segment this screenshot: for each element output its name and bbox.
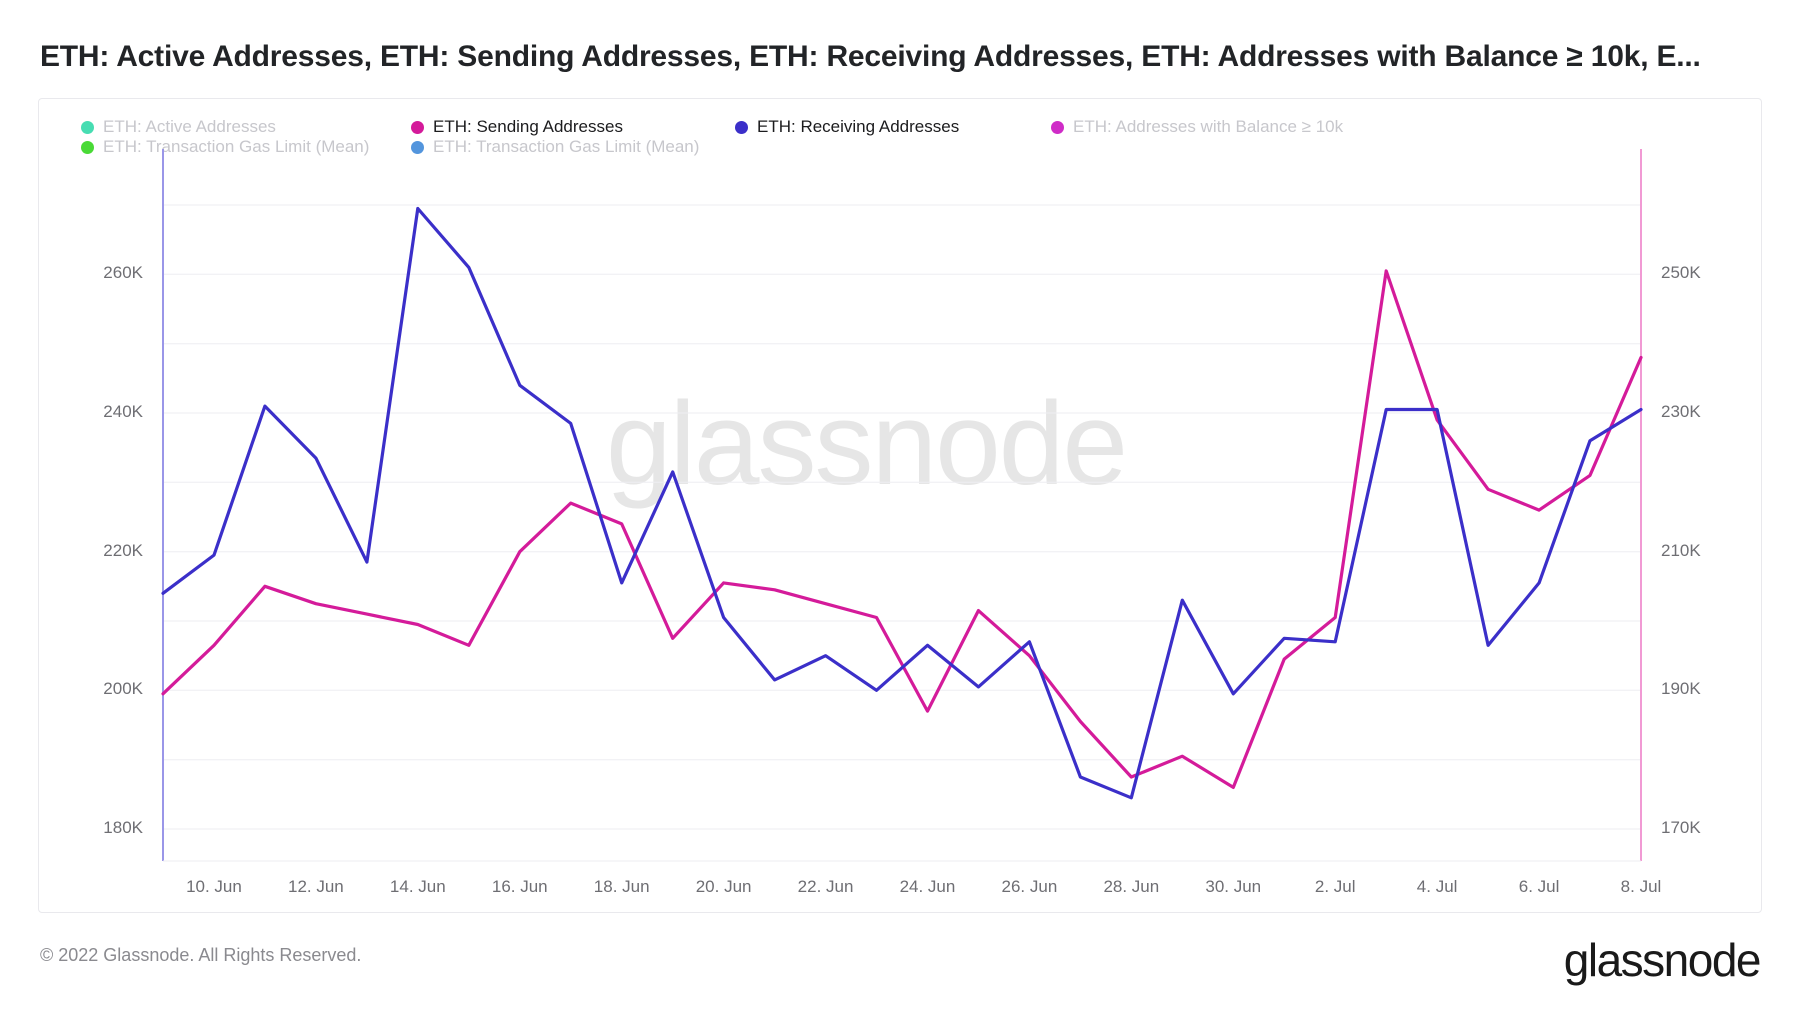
legend-swatch-icon [81,140,94,154]
y-axis-right-tick: 210K [1661,540,1701,560]
x-axis-tick: 16. Jun [491,877,548,896]
x-axis-tick: 26. Jun [1001,877,1058,896]
y-axis-right-tick: 250K [1661,263,1701,283]
legend-swatch-icon [735,120,748,134]
x-axis-tick: 14. Jun [389,877,446,896]
legend-item-label: ETH: Transaction Gas Limit (Mean) [103,137,370,156]
legend-item-0[interactable]: ETH: Active Addresses [81,117,276,137]
x-axis-tick: 8. Jul [1620,877,1662,896]
series-line-0 [161,269,1643,790]
x-axis-tick: 2. Jul [1314,877,1356,896]
x-axis-tick: 22. Jun [797,877,854,896]
y-axis-left-tick: 200K [103,679,143,699]
y-axis-right-tick: 170K [1661,818,1701,837]
y-axis-left-tick: 240K [103,402,143,421]
y-axis-left-tick: 220K [103,540,143,560]
legend-item-label: ETH: Receiving Addresses [757,117,960,136]
legend-item-label: ETH: Active Addresses [103,117,276,136]
y-axis-right-tick: 230K [1661,402,1701,421]
legend-swatch-icon [81,120,94,134]
legend-item-1[interactable]: ETH: Sending Addresses [411,117,623,137]
legend-item-3[interactable]: ETH: Addresses with Balance ≥ 10k [1051,117,1343,137]
chart-legend: ETH: Active Addresses ETH: Sending Addres… [63,117,1737,171]
copyright-text: © 2022 Glassnode. All Rights Reserved. [40,945,362,965]
legend-item-label: ETH: Transaction Gas Limit (Mean) [433,137,700,156]
x-axis-tick: 20. Jun [695,877,752,896]
y-axis-left-tick: 260K [103,263,143,283]
chart-footer: © 2022 Glassnode. All Rights Reserved. g… [38,933,1762,993]
x-axis-tick: 28. Jun [1103,877,1160,896]
legend-item-4[interactable]: ETH: Transaction Gas Limit (Mean) [81,137,369,157]
x-axis-tick: 4. Jul [1416,877,1458,896]
glassnode-logo: glassnode [1563,934,1762,986]
x-axis-tick: 18. Jun [593,877,650,896]
x-axis-tick: 24. Jun [899,877,956,896]
page-title: ETH: Active Addresses, ETH: Sending Addr… [40,40,1701,73]
x-axis-tick: 30. Jun [1205,877,1262,896]
legend-item-5[interactable]: ETH: Transaction Gas Limit (Mean) [411,137,699,157]
legend-item-label: ETH: Addresses with Balance ≥ 10k [1073,117,1344,136]
chart-svg [161,149,1643,862]
legend-swatch-icon [411,120,424,134]
x-axis-tick: 10. Jun [186,877,242,896]
y-axis-right-tick: 190K [1661,679,1701,699]
legend-swatch-icon [411,140,424,154]
y-axis-left-tick: 180K [103,818,143,837]
x-axis-tick: 12. Jun [288,877,344,896]
legend-item-label: ETH: Sending Addresses [433,117,623,136]
legend-item-2[interactable]: ETH: Receiving Addresses [735,117,959,137]
plot-area: 180K 200K 220K 240K 260K 170K 190K 210K 230K 250K… [39,99,1761,912]
series-line-1 [161,206,1643,800]
chart-card: ETH: Active Addresses ETH: Sending Addres… [38,98,1762,913]
x-axis-tick: 6. Jul [1518,877,1560,896]
legend-swatch-icon [1051,120,1064,134]
